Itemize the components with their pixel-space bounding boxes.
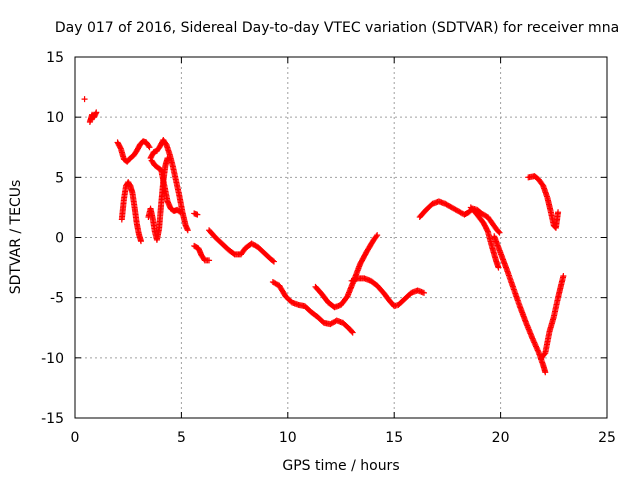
data-point: [270, 258, 277, 265]
chart-title: Day 017 of 2016, Sidereal Day-to-day VTE…: [55, 20, 619, 36]
y-axis-label: SDTVAR / TECUs: [8, 180, 24, 295]
y-tick-label: -10: [41, 351, 64, 367]
grid-lines: [75, 57, 607, 418]
y-tick-label: 5: [55, 170, 64, 186]
data-point: [542, 369, 549, 376]
data-point: [374, 232, 381, 239]
y-tick-label: 15: [46, 50, 64, 66]
data-points: [81, 96, 567, 376]
x-tick-label: 0: [71, 430, 80, 446]
data-point: [176, 208, 183, 215]
x-tick-label: 15: [385, 430, 403, 446]
plot-frame: [74, 56, 608, 419]
data-point: [146, 144, 153, 151]
data-point: [496, 229, 503, 236]
x-tick-label: 10: [279, 430, 297, 446]
axis-ticks: 0 5 10 15 20 25 -15 -10 -5 0 5 10 15: [41, 50, 616, 446]
data-point: [560, 273, 567, 280]
x-tick-label: 20: [492, 430, 510, 446]
data-point: [349, 329, 356, 336]
data-point: [555, 209, 562, 216]
data-point: [184, 227, 191, 234]
x-tick-label: 5: [177, 430, 186, 446]
data-point: [137, 238, 144, 245]
data-point: [495, 264, 502, 271]
y-tick-label: 0: [55, 231, 64, 247]
data-point: [420, 289, 427, 296]
x-axis-label: GPS time / hours: [282, 458, 399, 474]
data-point: [145, 143, 152, 150]
data-point: [373, 233, 380, 240]
y-tick-label: -15: [41, 411, 64, 427]
y-tick-label: 10: [46, 110, 64, 126]
data-point: [495, 228, 502, 235]
data-point: [81, 96, 88, 103]
y-tick-label: -5: [50, 291, 64, 307]
x-tick-label: 25: [598, 430, 616, 446]
data-point: [269, 257, 276, 264]
data-point: [177, 209, 184, 216]
data-point: [484, 227, 491, 234]
data-point: [206, 257, 213, 264]
data-point: [93, 109, 100, 116]
data-point: [348, 328, 355, 335]
data-point: [194, 211, 201, 218]
